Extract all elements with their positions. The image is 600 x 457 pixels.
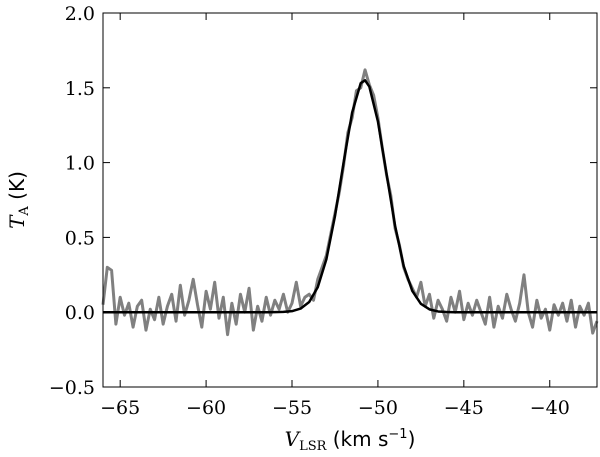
y-label-sub: A	[17, 206, 32, 217]
plot-frame	[102, 12, 598, 388]
y-tick-label: 1.0	[65, 153, 95, 175]
y-tick-label: 1.5	[65, 78, 95, 100]
y-axis-label: TA (K)	[5, 171, 32, 229]
y-tick-label: 0.5	[65, 227, 95, 249]
y-label-main: T	[5, 214, 29, 229]
series-line	[101, 68, 599, 337]
x-tick-label: −50	[358, 397, 398, 419]
x-tick-label: −60	[186, 397, 226, 419]
x-tick-label: −65	[100, 397, 140, 419]
x-label-sub: LSR	[299, 439, 328, 454]
x-label-sup: −1	[388, 427, 407, 442]
x-label-main: V	[285, 427, 302, 451]
y-tick-label: −0.5	[49, 377, 95, 399]
x-label-rest: (km s	[326, 427, 388, 451]
x-tick-label: −45	[444, 397, 484, 419]
y-tick-label: 2.0	[65, 3, 95, 25]
x-tick-label: −55	[272, 397, 312, 419]
x-axis-label: VLSR (km s−1)	[285, 427, 416, 454]
y-label-rest: (K)	[5, 171, 29, 206]
y-tick-label: 0.0	[65, 302, 95, 324]
series-line	[103, 79, 597, 314]
x-tick-label: −40	[530, 397, 570, 419]
x-label-end: )	[408, 427, 416, 451]
